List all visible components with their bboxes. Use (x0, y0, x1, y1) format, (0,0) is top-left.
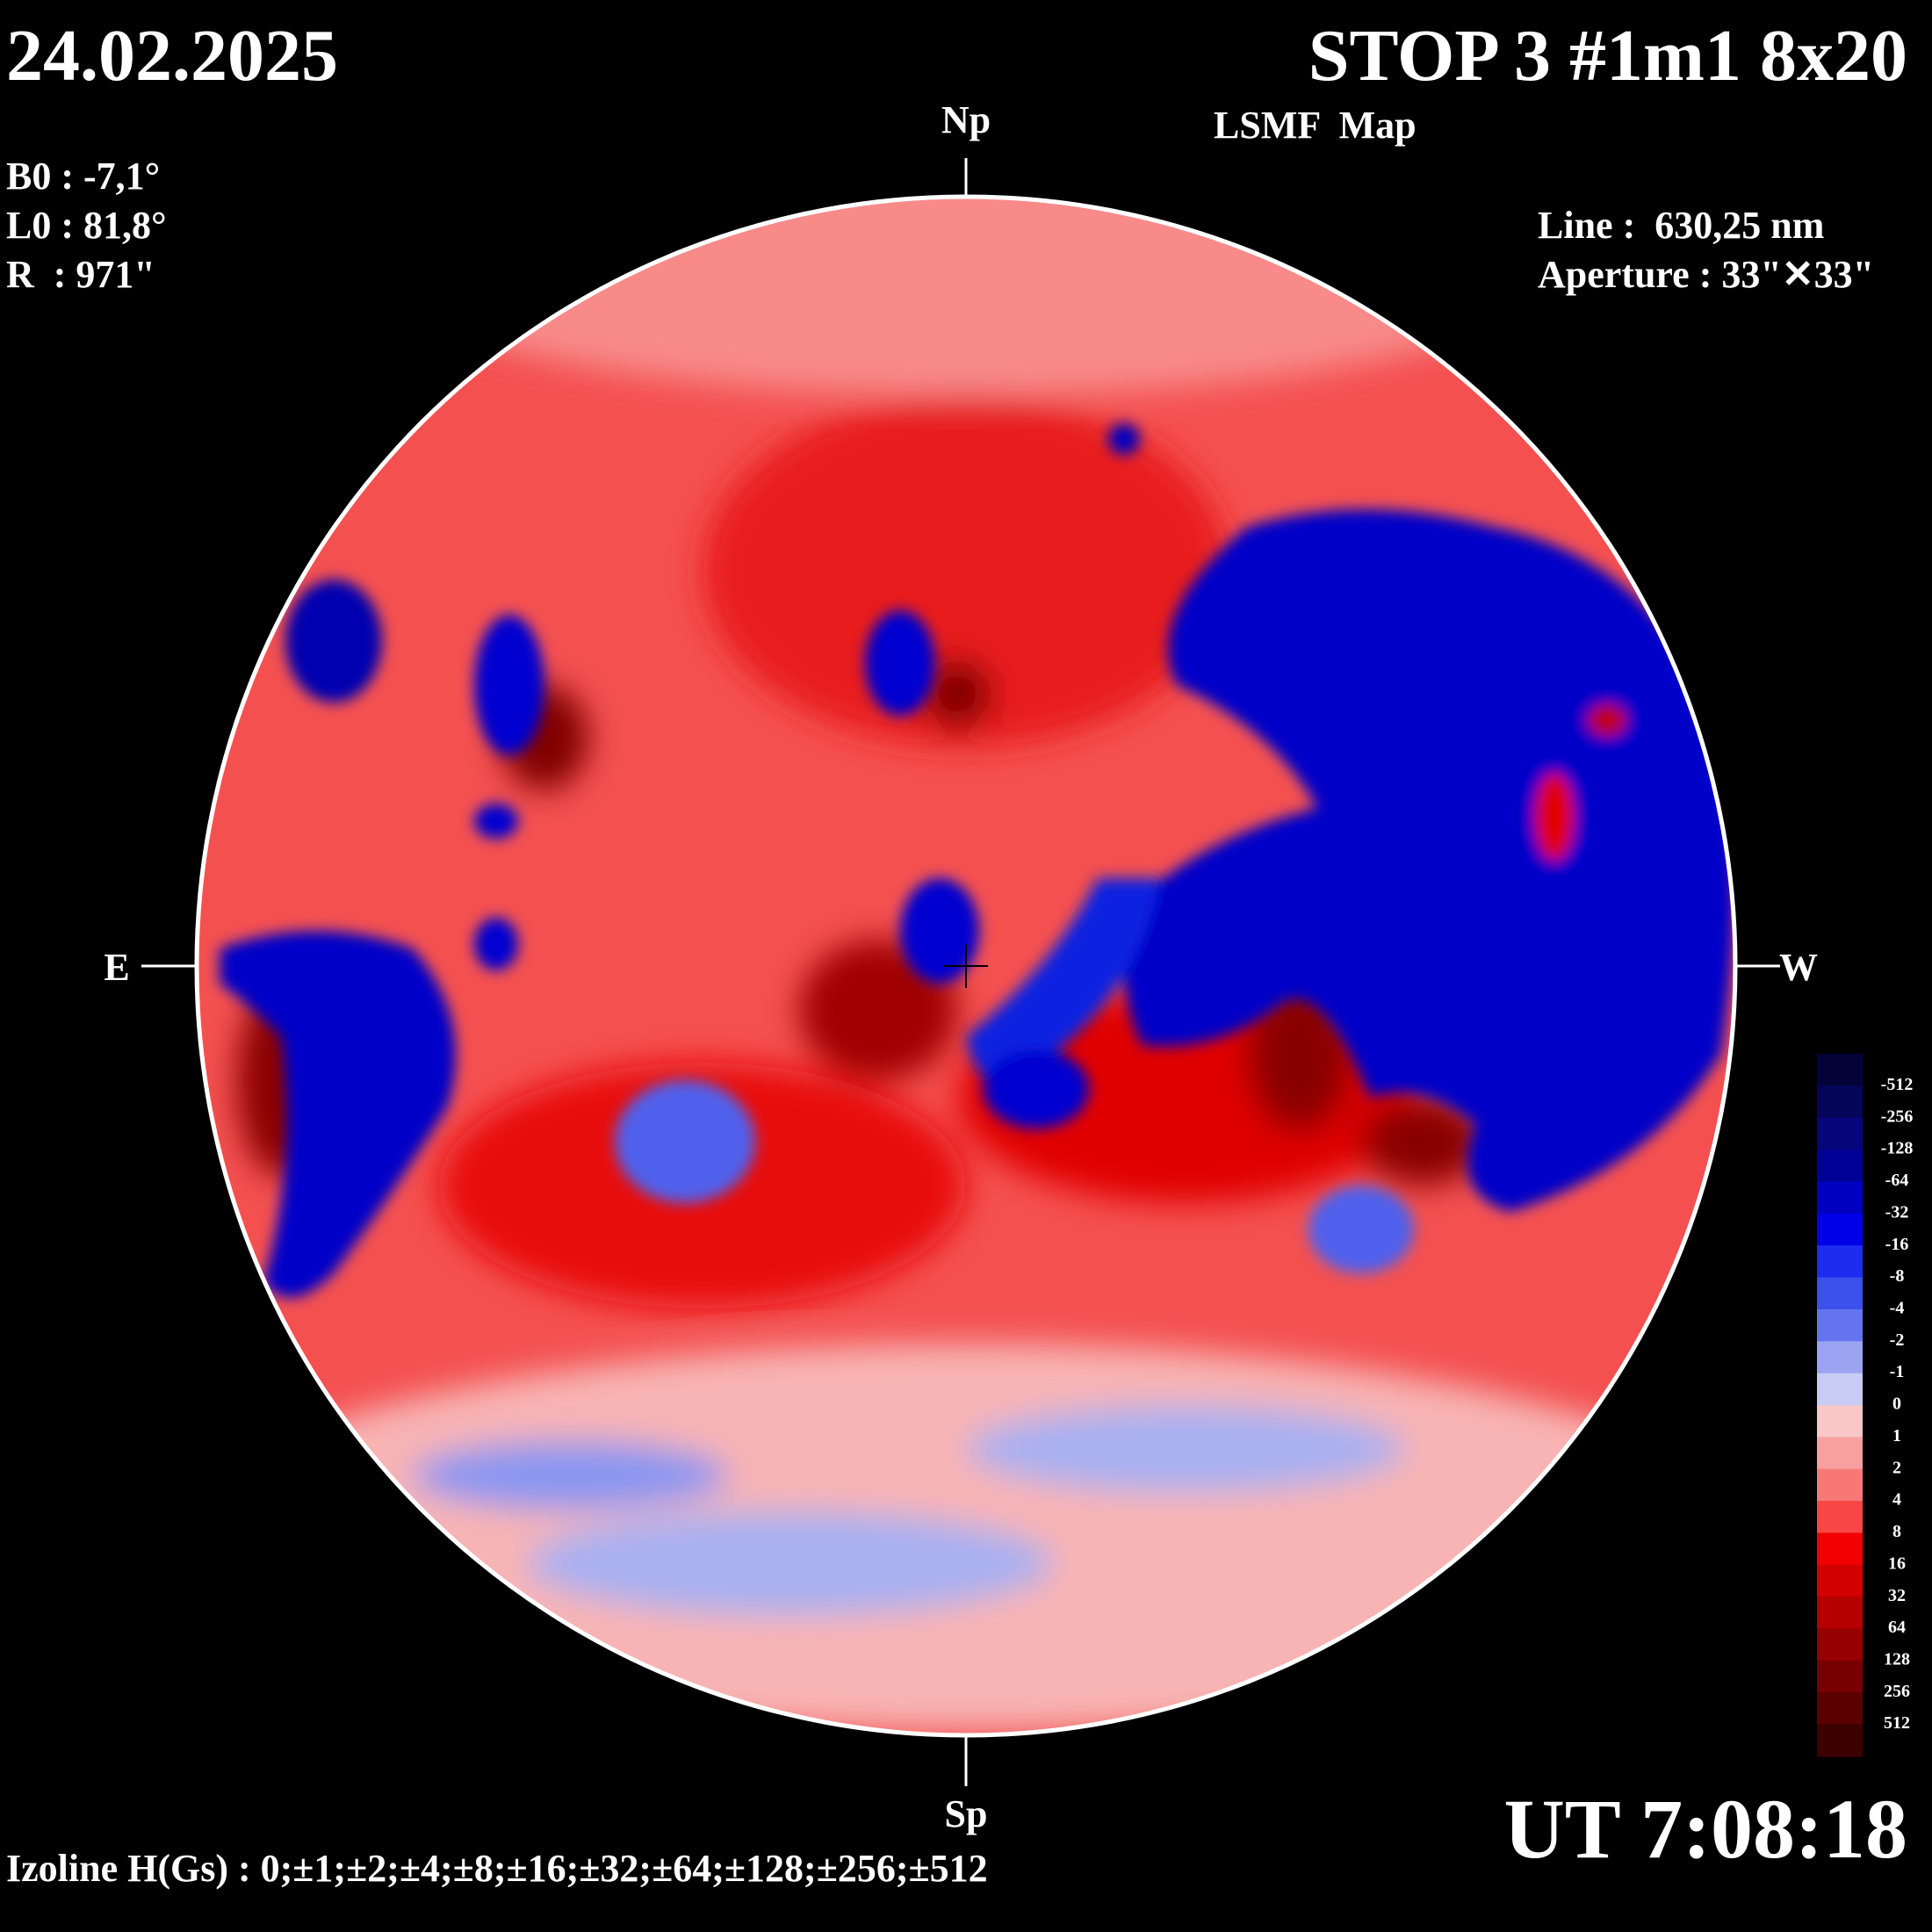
subtitle: LSMF Map (1214, 104, 1417, 147)
izoline-text: Izoline H(Gs) : 0;±1;±2;±4;±8;±16;±32;±6… (6, 1847, 988, 1890)
colorbar-band (1817, 1308, 1863, 1342)
colorbar-band (1817, 1117, 1863, 1150)
colorbar-band (1817, 1181, 1863, 1215)
colorbar-label: 512 (1884, 1713, 1910, 1733)
colorbar-band (1817, 1054, 1863, 1086)
colorbar-label: -8 (1890, 1266, 1905, 1286)
colorbar-band (1817, 1277, 1863, 1310)
colorbar-label: -1 (1890, 1362, 1905, 1381)
north-label: Np (941, 98, 991, 141)
east-label: E (104, 946, 129, 989)
colorbar-band (1817, 1341, 1863, 1374)
colorbar-band (1817, 1692, 1863, 1726)
colorbar-label: 1 (1892, 1426, 1901, 1445)
colorbar-label: 2 (1892, 1458, 1901, 1477)
colorbar-band (1817, 1373, 1863, 1406)
param-line: Line : 630,25 nm (1538, 204, 1824, 247)
colorbar-band (1817, 1468, 1863, 1502)
date: 24.02.2025 (6, 15, 338, 97)
colorbar-band (1817, 1405, 1863, 1438)
colorbar-band (1817, 1437, 1863, 1470)
west-label: W (1779, 946, 1818, 989)
disk-limb (194, 194, 1738, 1738)
colorbar-band (1817, 1245, 1863, 1279)
title: STOP 3 #1m1 8x20 (1308, 15, 1907, 97)
colorbar-label: 32 (1888, 1586, 1906, 1605)
colorbar-band (1817, 1532, 1863, 1566)
colorbar: -512 -256 -128 -64 -32 -16 -8 -4 -2 -1 0 1 2 4 8 16 32 64… (1817, 1054, 1913, 1757)
colorbar-band (1817, 1564, 1863, 1597)
colorbar-label: -128 (1881, 1139, 1914, 1158)
colorbar-label: 4 (1892, 1490, 1901, 1510)
param-aperture: Aperture : 33"✕33" (1538, 253, 1874, 296)
param-r: R : 971" (6, 253, 155, 296)
colorbar-band (1817, 1660, 1863, 1693)
colorbar-label: -32 (1885, 1202, 1909, 1222)
colorbar-label: -4 (1890, 1299, 1905, 1318)
colorbar-label: 256 (1884, 1682, 1910, 1701)
param-l0: L0 : 81,8° (6, 204, 167, 247)
axis-ticks (141, 158, 1780, 1786)
colorbar-label: 8 (1892, 1522, 1901, 1541)
colorbar-band (1817, 1724, 1863, 1757)
colorbar-label: 16 (1888, 1554, 1906, 1573)
colorbar-band (1817, 1213, 1863, 1246)
colorbar-band (1817, 1150, 1863, 1182)
colorbar-label: -64 (1885, 1171, 1909, 1190)
colorbar-band (1817, 1501, 1863, 1533)
colorbar-band (1817, 1597, 1863, 1630)
colorbar-label: -512 (1881, 1075, 1914, 1094)
colorbar-label: -256 (1881, 1107, 1914, 1126)
colorbar-band (1817, 1085, 1863, 1119)
colorbar-label: -16 (1885, 1235, 1909, 1254)
colorbar-label: -2 (1890, 1330, 1905, 1350)
colorbar-band (1817, 1628, 1863, 1662)
center-cross (944, 944, 988, 988)
time: UT 7:08:18 (1503, 1782, 1907, 1876)
colorbar-label: 128 (1884, 1650, 1910, 1669)
colorbar-label: 0 (1892, 1395, 1901, 1414)
param-b0: B0 : -7,1° (6, 155, 160, 198)
south-label: Sp (945, 1792, 988, 1835)
colorbar-label: 64 (1888, 1618, 1906, 1637)
